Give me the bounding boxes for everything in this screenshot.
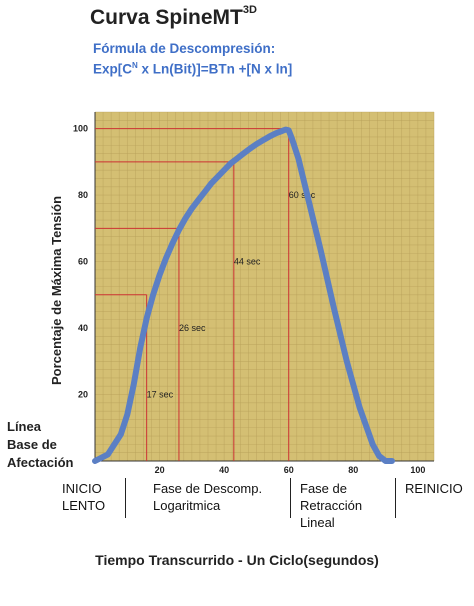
phase-label-line: INICIO (62, 481, 102, 496)
y-tick-label: 100 (73, 124, 88, 134)
phase-descompresion: Fase de Descomp. Logaritmica (153, 480, 262, 514)
phase-divider (125, 478, 126, 518)
baseline-label: Línea Base de Afectación (7, 418, 73, 472)
x-tick-label: 40 (219, 465, 229, 475)
y-tick-label: 80 (78, 190, 88, 200)
formula-line-2: Exp[CN x Ln(Bit)]=BTn +[N x ln] (93, 57, 292, 78)
x-tick-label: 100 (410, 465, 425, 475)
x-axis-title: Tiempo Transcurrido - Un Ciclo(segundos) (95, 552, 379, 568)
title-superscript: 3D (242, 4, 257, 16)
chart-title: Curva SpineMT3D (90, 4, 257, 30)
baseline-line-2: Base de (7, 437, 57, 452)
y-tick-label: 60 (78, 257, 88, 267)
phase-reinicio: REINICIO (405, 480, 463, 497)
time-annotation: 26 sec (179, 323, 206, 333)
phase-inicio-lento: INICIO LENTO (62, 480, 105, 514)
x-tick-label: 80 (348, 465, 358, 475)
phase-label-line: Fase de Descomp. (153, 481, 263, 496)
formula-part-b: x Ln(Bit)]=BTn +[N x ln] (137, 61, 293, 77)
x-tick-label: 20 (155, 465, 165, 475)
phase-label-line: Retracción (300, 498, 363, 513)
formula-line-1: Fórmula de Descompresión: (93, 41, 276, 56)
phase-label-line: Lineal (300, 515, 335, 530)
phase-label-line: Logaritmica (153, 498, 221, 513)
phase-retraccion: Fase de Retracción Lineal (300, 480, 362, 531)
baseline-line-3: Afectación (7, 455, 74, 470)
phase-divider (290, 478, 291, 518)
x-tick-label: 60 (284, 465, 294, 475)
title-main: Curva SpineMT (90, 6, 243, 29)
time-annotation: 17 sec (147, 390, 174, 400)
phase-label-line: REINICIO (405, 481, 463, 496)
phase-divider (395, 478, 396, 518)
baseline-line-1: Línea (7, 419, 41, 434)
tension-curve (92, 126, 395, 464)
time-annotation: 44 sec (234, 257, 261, 267)
phase-label-line: Fase de (300, 481, 347, 496)
formula-block: Fórmula de Descompresión: Exp[CN x Ln(Bi… (93, 40, 292, 78)
formula-superscript: N (132, 61, 138, 70)
y-axis-title: Porcentaje de Máxima Tensión (49, 196, 64, 385)
time-annotation: 60 sec (289, 190, 316, 200)
formula-part-a: Exp[C (93, 61, 133, 77)
y-tick-label: 40 (78, 323, 88, 333)
phase-label-line: LENTO (62, 498, 106, 513)
y-tick-label: 20 (78, 390, 88, 400)
